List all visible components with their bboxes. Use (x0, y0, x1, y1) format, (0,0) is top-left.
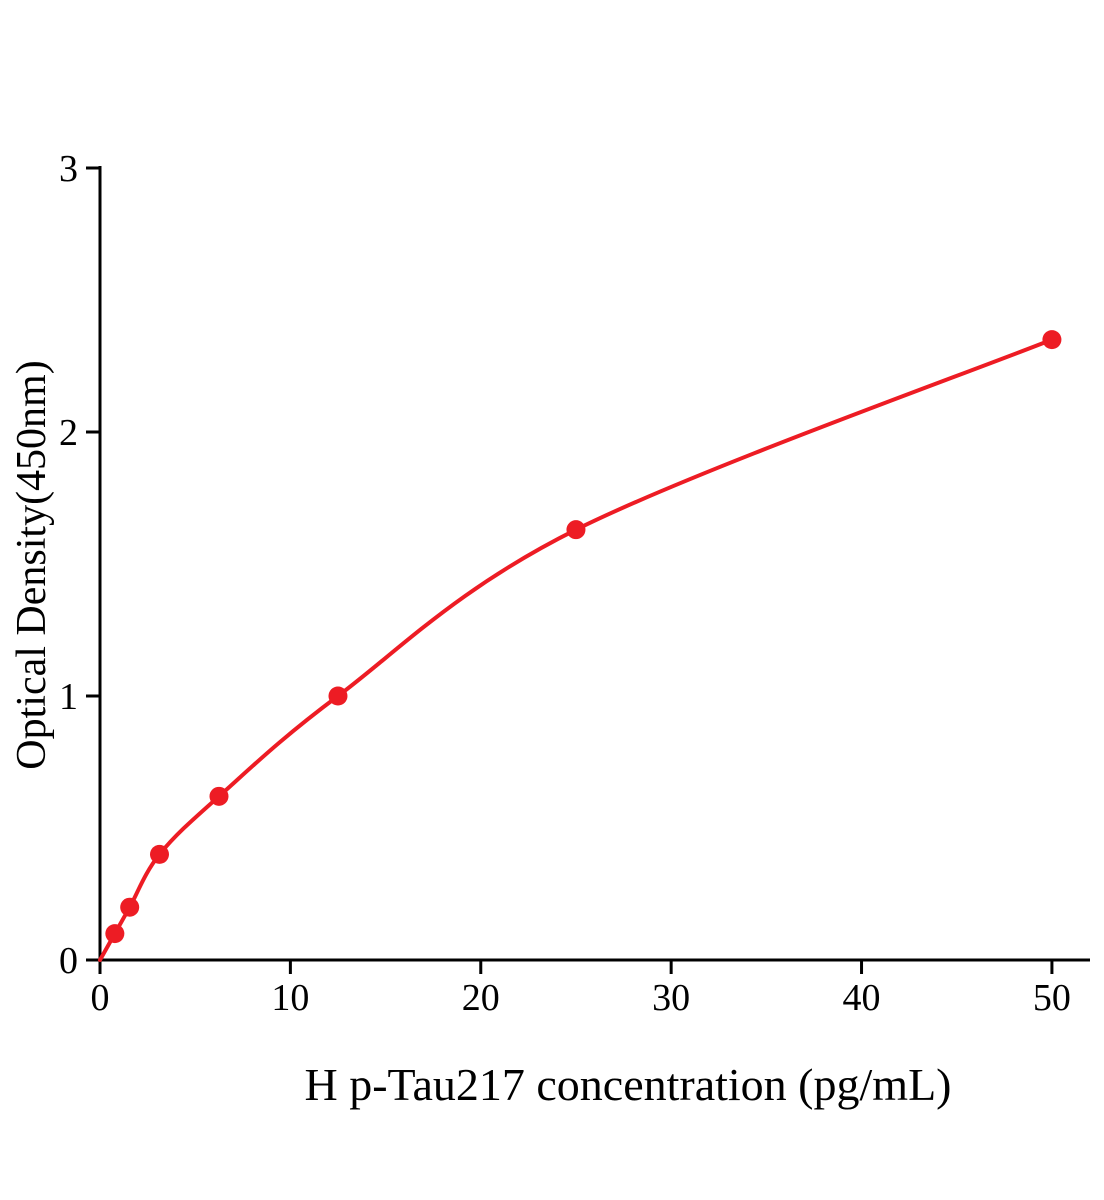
data-point (1042, 330, 1062, 350)
data-point (566, 520, 586, 540)
x-tick-label: 50 (1033, 977, 1071, 1019)
x-tick-label: 20 (462, 977, 500, 1019)
y-tick-label: 3 (59, 148, 78, 190)
data-point (120, 897, 140, 917)
x-tick-label: 0 (91, 977, 110, 1019)
fit-curve (98, 337, 1054, 962)
plot-layer: 0 10 20 30 40 50 0 1 2 3 (59, 148, 1090, 1019)
y-tick-label: 2 (59, 412, 78, 454)
x-axis-label: H p-Tau217 concentration (pg/mL) (305, 1059, 952, 1110)
data-point (149, 844, 169, 864)
data-point (105, 924, 125, 944)
x-tick-label: 10 (271, 977, 309, 1019)
data-point (209, 786, 229, 806)
y-axis-label: Optical Density(450nm) (9, 360, 55, 769)
y-tick-label: 1 (59, 676, 78, 718)
x-tick-label: 40 (843, 977, 881, 1019)
y-tick-label: 0 (59, 940, 78, 982)
x-tick-label: 30 (652, 977, 690, 1019)
data-point (328, 686, 348, 706)
